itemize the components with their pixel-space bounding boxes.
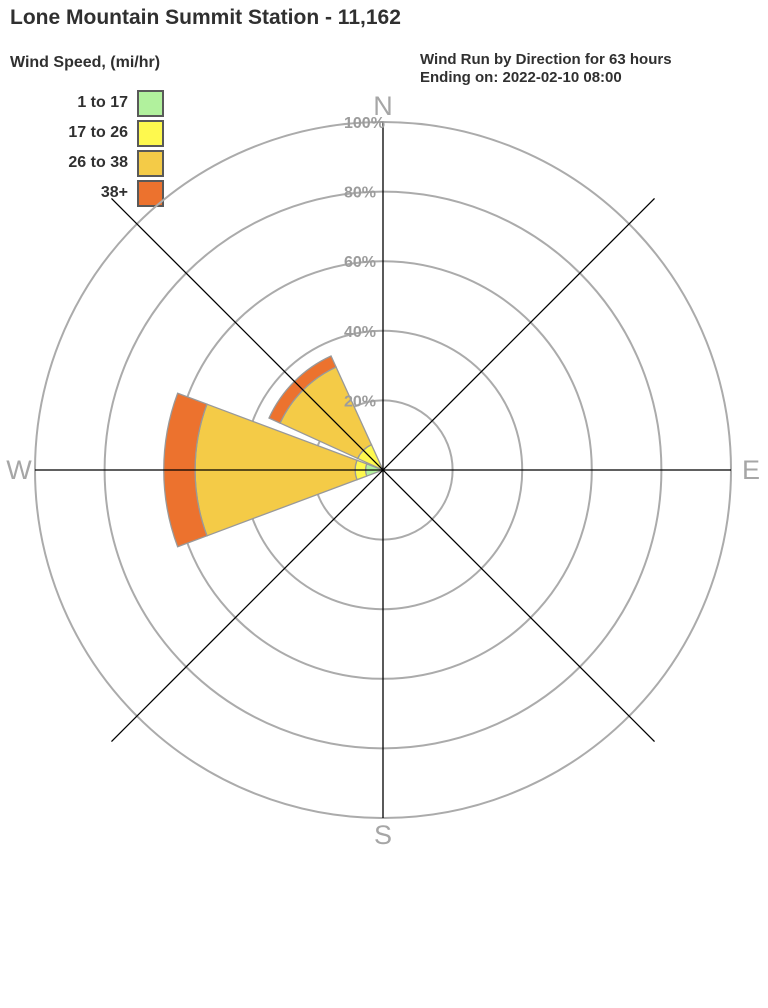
compass-label-w: W — [6, 455, 32, 485]
chart-subtitle: Wind Run by Direction for 63 hours Endin… — [420, 51, 672, 87]
wind-speed-legend: 1 to 17 17 to 26 26 to 38 38+ — [10, 88, 164, 208]
subtitle-line-2: Ending on: 2022-02-10 08:00 — [420, 69, 622, 86]
legend-color-swatch — [137, 179, 164, 207]
legend-item-label: 26 to 38 — [68, 154, 128, 171]
legend-color-swatch — [137, 149, 164, 177]
radial-tick-20: 20% — [344, 393, 376, 410]
radial-tick-60: 60% — [344, 254, 376, 271]
legend-item-3: 38+ — [10, 178, 164, 208]
radial-tick-80: 80% — [344, 185, 376, 202]
legend-item-2: 26 to 38 — [10, 148, 164, 178]
legend-item-1: 17 to 26 — [10, 118, 164, 148]
legend-color-swatch — [137, 119, 164, 147]
legend-color-swatch — [137, 89, 164, 117]
legend-item-0: 1 to 17 — [10, 88, 164, 118]
radial-tick-100: 100% — [344, 115, 385, 132]
subtitle-line-1: Wind Run by Direction for 63 hours — [420, 51, 672, 68]
page-title: Lone Mountain Summit Station - 11,162 — [10, 6, 401, 29]
compass-label-e: E — [742, 455, 760, 485]
compass-label-s: S — [374, 820, 392, 850]
axis-nw-se — [111, 198, 655, 742]
legend-item-label: 1 to 17 — [77, 94, 128, 111]
radial-tick-40: 40% — [344, 324, 376, 341]
legend-item-label: 38+ — [100, 184, 128, 201]
compass-label-n: N — [373, 91, 393, 121]
legend-title: Wind Speed, (mi/hr) — [10, 54, 161, 71]
legend-item-label: 17 to 26 — [68, 124, 128, 141]
